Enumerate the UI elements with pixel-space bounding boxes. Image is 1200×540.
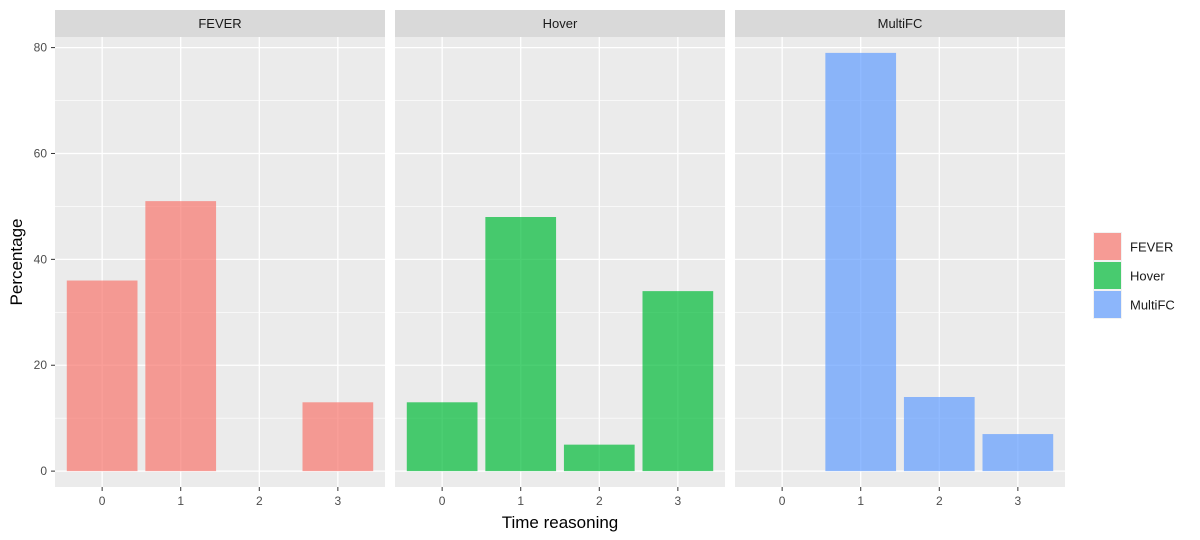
x-tick-label: 1 [517, 494, 524, 508]
x-axes: 0 1 2 3 0 1 2 3 0 1 2 3 [99, 487, 1022, 508]
bar-multifc-3 [982, 434, 1054, 472]
x-tick-label: 2 [596, 494, 603, 508]
x-tick-label: 2 [936, 494, 943, 508]
facet-panels: FEVER Hover MultiFC [55, 10, 1065, 487]
legend-label-multifc: MultiFC [1130, 298, 1175, 313]
bar-fever-0 [66, 280, 138, 472]
y-tick-label: 60 [34, 146, 48, 160]
bar-multifc-1 [825, 52, 897, 472]
bar-multifc-2 [903, 397, 975, 472]
x-tick-label: 0 [779, 494, 786, 508]
legend: FEVER Hover MultiFC [1093, 232, 1175, 319]
x-tick-label: 0 [99, 494, 106, 508]
bar-hover-1 [485, 217, 557, 472]
x-tick-label: 3 [675, 494, 682, 508]
legend-label-hover: Hover [1130, 269, 1165, 284]
facet-strip [55, 10, 385, 37]
y-tick-label: 0 [40, 464, 47, 478]
legend-swatch-hover [1094, 262, 1121, 289]
facet-strip [735, 10, 1065, 37]
bar-hover-3 [642, 291, 714, 472]
facet-strip-label: Hover [543, 16, 578, 31]
bar-fever-1 [145, 201, 217, 472]
facet-strip-label: MultiFC [878, 16, 923, 31]
legend-swatch-fever [1094, 233, 1121, 260]
x-tick-label: 2 [256, 494, 263, 508]
y-tick-label: 40 [34, 252, 48, 266]
facet-panel-multifc: MultiFC [735, 10, 1065, 487]
y-axis: 0 20 40 60 80 [34, 41, 55, 478]
y-axis-title: Percentage [7, 219, 26, 306]
y-tick-label: 20 [34, 358, 48, 372]
x-axis-title: Time reasoning [502, 513, 619, 532]
x-tick-label: 0 [439, 494, 446, 508]
bar-hover-2 [563, 444, 635, 472]
legend-swatch-multifc [1094, 291, 1121, 318]
x-tick-label: 1 [857, 494, 864, 508]
bar-fever-3 [302, 402, 374, 472]
facet-strip [395, 10, 725, 37]
facet-strip-label: FEVER [198, 16, 241, 31]
facet-panel-hover: Hover [395, 10, 725, 487]
legend-label-fever: FEVER [1130, 240, 1173, 255]
bar-hover-0 [406, 402, 478, 472]
x-tick-label: 3 [335, 494, 342, 508]
x-tick-label: 3 [1015, 494, 1022, 508]
panel-background [735, 37, 1065, 487]
y-tick-label: 80 [34, 41, 48, 55]
facet-panel-fever: FEVER [55, 10, 385, 487]
x-tick-label: 1 [177, 494, 184, 508]
